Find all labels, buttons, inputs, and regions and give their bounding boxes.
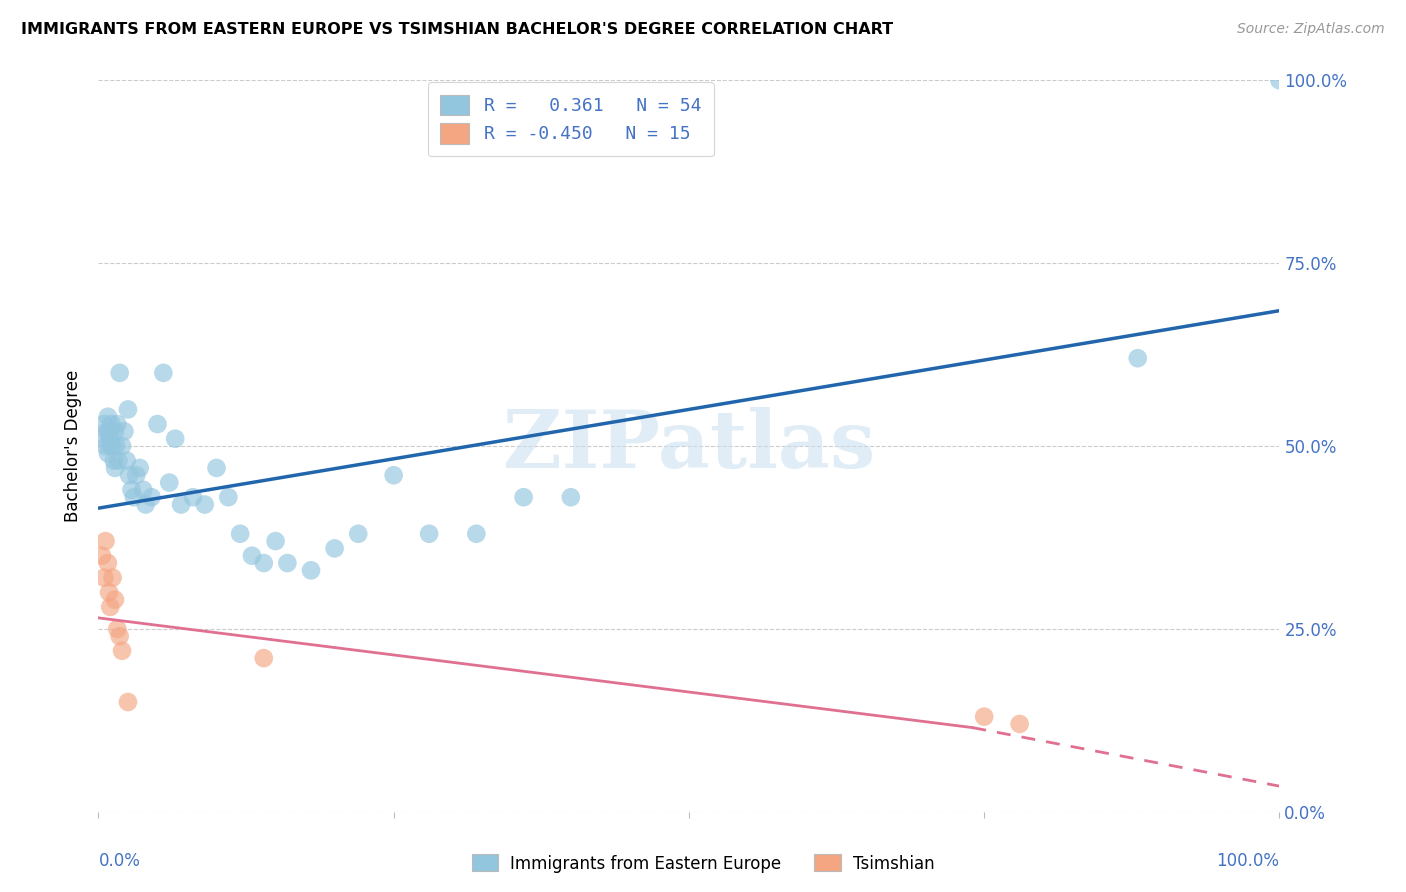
Point bbox=[1008, 717, 1031, 731]
Point bbox=[98, 585, 121, 599]
Point bbox=[108, 366, 131, 380]
Point bbox=[194, 498, 217, 512]
Point bbox=[98, 599, 121, 614]
Point bbox=[1126, 351, 1149, 366]
Point bbox=[100, 417, 122, 431]
Point bbox=[104, 592, 127, 607]
Point bbox=[97, 409, 120, 424]
Point bbox=[105, 622, 128, 636]
Point bbox=[152, 366, 174, 380]
Text: IMMIGRANTS FROM EASTERN EUROPE VS TSIMSHIAN BACHELOR'S DEGREE CORRELATION CHART: IMMIGRANTS FROM EASTERN EUROPE VS TSIMSH… bbox=[21, 22, 893, 37]
Point bbox=[101, 571, 124, 585]
Point bbox=[93, 417, 115, 431]
Point bbox=[94, 534, 117, 549]
Point bbox=[181, 490, 204, 504]
Point bbox=[96, 425, 118, 439]
Point bbox=[93, 571, 115, 585]
Point bbox=[117, 695, 139, 709]
Point bbox=[108, 629, 131, 643]
Point bbox=[465, 526, 488, 541]
Point bbox=[91, 549, 114, 563]
Point bbox=[94, 439, 117, 453]
Point bbox=[111, 439, 134, 453]
Point bbox=[560, 490, 582, 504]
Point bbox=[105, 439, 128, 453]
Point bbox=[117, 402, 139, 417]
Point bbox=[105, 417, 128, 431]
Point bbox=[973, 709, 995, 723]
Point bbox=[205, 461, 228, 475]
Point bbox=[135, 498, 157, 512]
Point bbox=[157, 475, 180, 490]
Point bbox=[418, 526, 440, 541]
Text: 0.0%: 0.0% bbox=[98, 852, 141, 870]
Point bbox=[382, 468, 405, 483]
Point bbox=[165, 432, 187, 446]
Point bbox=[104, 425, 127, 439]
Point bbox=[132, 483, 155, 497]
Point bbox=[98, 432, 121, 446]
Point bbox=[121, 483, 143, 497]
Point bbox=[104, 461, 127, 475]
Point bbox=[512, 490, 534, 504]
Point bbox=[128, 461, 150, 475]
Point bbox=[253, 556, 276, 570]
Point bbox=[141, 490, 163, 504]
Text: Source: ZipAtlas.com: Source: ZipAtlas.com bbox=[1237, 22, 1385, 37]
Text: ZIPatlas: ZIPatlas bbox=[503, 407, 875, 485]
Point bbox=[253, 651, 276, 665]
Point bbox=[97, 556, 120, 570]
Point bbox=[1268, 73, 1291, 87]
Point bbox=[101, 439, 124, 453]
Point bbox=[170, 498, 193, 512]
Point bbox=[229, 526, 252, 541]
Point bbox=[115, 453, 138, 467]
Point bbox=[97, 446, 120, 460]
Point bbox=[264, 534, 287, 549]
Point bbox=[276, 556, 298, 570]
Point bbox=[146, 417, 169, 431]
Text: 100.0%: 100.0% bbox=[1216, 852, 1279, 870]
Point bbox=[122, 490, 145, 504]
Point bbox=[323, 541, 346, 556]
Point bbox=[111, 644, 134, 658]
Point bbox=[347, 526, 370, 541]
Point bbox=[98, 439, 121, 453]
Legend: Immigrants from Eastern Europe, Tsimshian: Immigrants from Eastern Europe, Tsimshia… bbox=[465, 847, 941, 880]
Point bbox=[91, 432, 114, 446]
Point bbox=[125, 468, 148, 483]
Legend: R =   0.361   N = 54, R = -0.450   N = 15: R = 0.361 N = 54, R = -0.450 N = 15 bbox=[427, 82, 714, 156]
Y-axis label: Bachelor's Degree: Bachelor's Degree bbox=[65, 370, 83, 522]
Point bbox=[217, 490, 239, 504]
Point bbox=[118, 468, 141, 483]
Point bbox=[299, 563, 322, 577]
Point bbox=[103, 453, 125, 467]
Point bbox=[107, 453, 129, 467]
Point bbox=[98, 425, 121, 439]
Point bbox=[112, 425, 135, 439]
Point bbox=[240, 549, 263, 563]
